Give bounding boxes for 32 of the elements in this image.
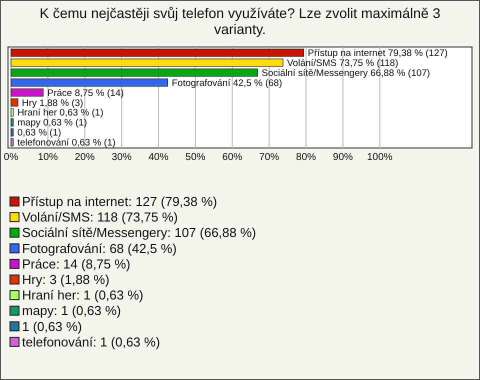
x-tick-label: 10%: [38, 152, 58, 163]
data-label: Práce 8,75 % (14): [47, 88, 124, 99]
x-tick-label: 100%: [367, 152, 393, 163]
x-tick-label: 0%: [4, 152, 18, 163]
data-label: Přístup na internet 79,38 % (127): [308, 48, 448, 60]
x-tick-label: 30%: [112, 152, 132, 163]
x-tick-label: 50%: [185, 152, 206, 163]
legend-label: telefonování: 1 (0,63 %): [22, 334, 160, 350]
x-tick-label: 80%: [296, 152, 316, 163]
legend-label: Hry: 3 (1,88 %): [22, 272, 110, 287]
data-label: Sociální sítě/Messengery 66,88 % (107): [262, 68, 430, 79]
data-label: Volání/SMS 73,75 % (118): [286, 58, 398, 69]
legend-label: mapy: 1 (0,63 %): [22, 303, 121, 318]
data-label: Hraní her 0,63 % (1): [17, 108, 104, 119]
data-label: Fotografování 42,5 % (68): [172, 78, 282, 89]
legend-label: 1 (0,63 %): [22, 318, 82, 334]
x-tick-label: 40%: [148, 152, 169, 163]
legend-label: Práce: 14 (8,75 %): [22, 256, 130, 272]
legend-label: Fotografování: 68 (42,5 %): [22, 240, 177, 256]
data-label: telefonování 0,63 % (1): [17, 138, 116, 149]
data-label: mapy 0,63 % (1): [17, 118, 88, 129]
legend-label: Volání/SMS: 118 (73,75 %): [22, 210, 178, 225]
chart-title: K čemu nejčastěji svůj telefon využíváte? Lze zvolit maximálně 3 varianty.: [40, 5, 441, 37]
x-tick-label: 20%: [74, 152, 95, 163]
x-tick-label: 60%: [222, 152, 242, 163]
legend-label: Sociální sítě/Messengery: 107 (66,88 %): [22, 225, 256, 240]
data-label: 0,63 % (1): [17, 128, 62, 139]
data-label: Hry 1,88 % (3): [22, 98, 84, 109]
legend-label: Hraní her: 1 (0,63 %): [22, 288, 144, 303]
x-tick-label: 70%: [259, 152, 280, 163]
x-tick-label: 90%: [332, 152, 354, 163]
legend-label: Přístup na internet: 127 (79,38 %): [22, 194, 218, 209]
